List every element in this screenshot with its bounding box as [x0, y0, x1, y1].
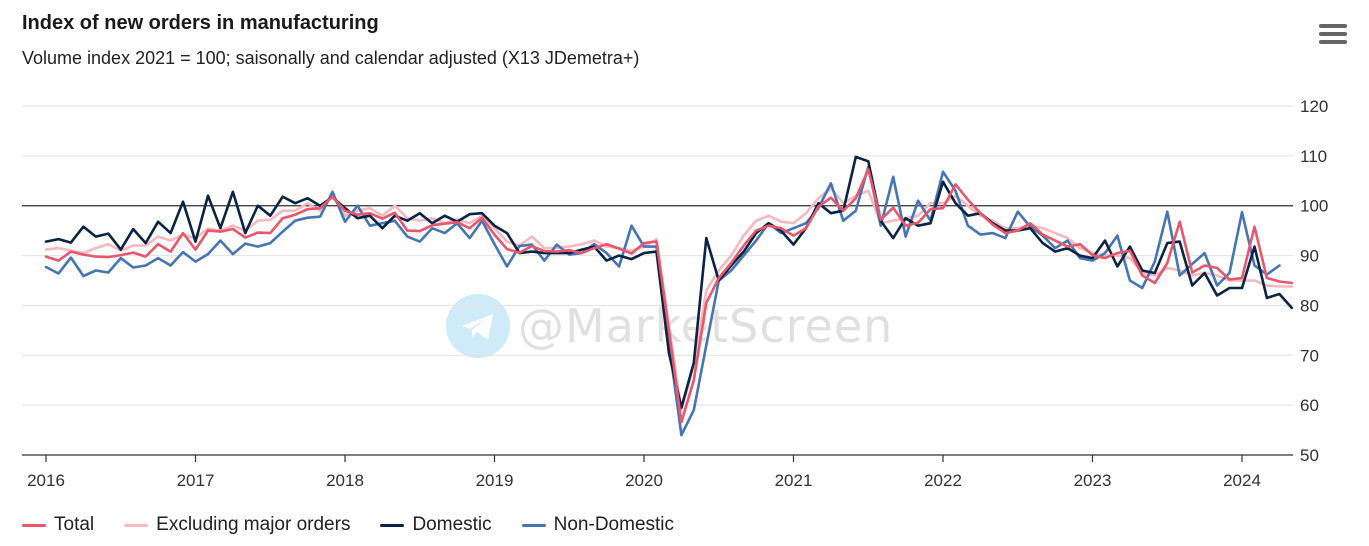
y-tick-label-110: 110 — [1300, 147, 1327, 166]
series-lines — [44, 155, 1294, 437]
x-tick-label-2019: 2019 — [476, 471, 514, 490]
legend-item-domestic[interactable]: Domestic — [380, 514, 492, 536]
x-tick-label-2020: 2020 — [625, 471, 663, 490]
legend-label-total: Total — [54, 514, 95, 535]
x-tick-label-2021: 2021 — [775, 471, 813, 490]
legend-swatch-total — [22, 523, 46, 527]
y-axis: 50 60 70 80 90 100 110 120 — [1300, 97, 1328, 465]
x-tick-label-2017: 2017 — [177, 471, 215, 490]
y-tick-label-100: 100 — [1300, 197, 1328, 216]
legend-label-domestic: Domestic — [412, 514, 492, 535]
y-tick-label-90: 90 — [1300, 247, 1319, 266]
x-tick-label-2022: 2022 — [924, 471, 962, 490]
hamburger-menu-icon[interactable] — [1319, 24, 1347, 46]
legend-item-excluding-major-orders[interactable]: Excluding major orders — [124, 514, 350, 536]
y-tick-label-120: 120 — [1300, 97, 1328, 116]
legend: Total Excluding major orders Domestic No… — [22, 512, 704, 538]
legend-swatch-non-domestic — [521, 523, 546, 527]
legend-swatch-excluding-major-orders — [124, 523, 149, 527]
chart-title: Index of new orders in manufacturing — [22, 12, 379, 34]
y-tick-label-50: 50 — [1300, 446, 1319, 465]
series-line-domestic — [44, 155, 1294, 409]
legend-label-excluding-major-orders: Excluding major orders — [156, 514, 351, 535]
legend-swatch-domestic — [380, 523, 405, 527]
x-tick-label-2016: 2016 — [27, 471, 65, 490]
x-tick-label-2024: 2024 — [1223, 471, 1261, 490]
legend-item-non-domestic[interactable]: Non-Domestic — [521, 514, 675, 536]
series-line-excl — [44, 187, 1294, 412]
x-tick-label-2018: 2018 — [326, 471, 364, 490]
y-tick-label-80: 80 — [1300, 296, 1319, 315]
x-tick-label-2023: 2023 — [1074, 471, 1112, 490]
x-axis: 2016 2017 2018 2019 2020 2021 2022 2023 2024 — [22, 454, 1293, 490]
legend-item-total[interactable]: Total — [22, 514, 94, 536]
y-tick-label-60: 60 — [1300, 396, 1319, 415]
legend-label-non-domestic: Non-Domestic — [553, 514, 675, 535]
chart-subtitle: Volume index 2021 = 100; saisonally and … — [22, 48, 640, 68]
y-tick-label-70: 70 — [1300, 346, 1319, 365]
series-line-total — [44, 168, 1294, 424]
